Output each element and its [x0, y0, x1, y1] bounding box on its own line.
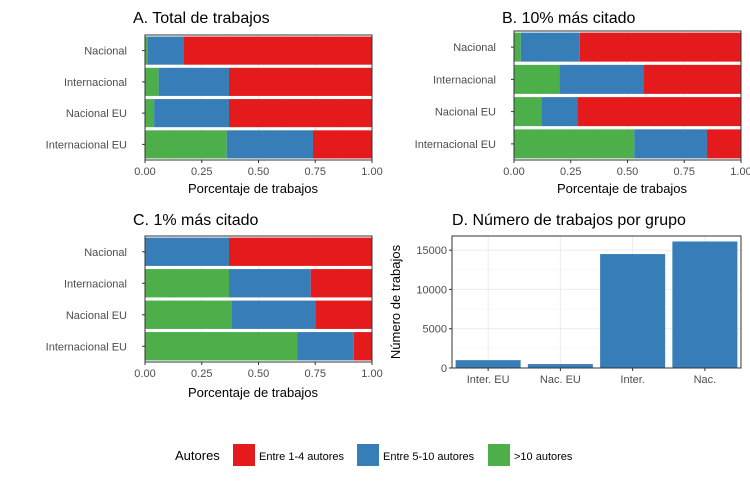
panel-c-bar — [145, 269, 229, 298]
panel-b-bar — [514, 129, 635, 159]
panel-c-x-tick-label: 0.75 — [305, 368, 326, 380]
panel-b-bar — [520, 32, 580, 62]
panel-d-bar — [600, 254, 666, 368]
panel-a-y-tick-label: Nacional — [84, 46, 127, 58]
panel-a-bar — [228, 67, 372, 96]
panel-c-bar — [297, 332, 354, 361]
panel-a-bar — [312, 130, 372, 159]
panel-c-bar — [145, 237, 229, 266]
panel-a-x-tick-label: 0.50 — [248, 166, 269, 178]
panel-a-bar — [145, 67, 159, 96]
panel-a-bar — [145, 99, 155, 128]
panel-c-y-tick-label: Internacional EU — [46, 341, 127, 353]
panel-c-y-tick-label: Nacional EU — [66, 310, 127, 322]
panel-b-bar — [643, 64, 741, 94]
panel-b-bar — [514, 97, 542, 127]
panel-a-y-tick-label: Nacional EU — [66, 108, 127, 120]
panel-d-y-tick-label: 0 — [441, 363, 447, 375]
panel-c-bar — [353, 332, 372, 361]
panel-b-y-tick-label: Internacional EU — [415, 139, 496, 151]
legend-swatch — [488, 444, 510, 466]
legend-swatch — [233, 444, 255, 466]
panel-d-bar — [672, 241, 738, 368]
panel-c-x-tick-label: 0.50 — [248, 368, 269, 380]
panel-d-x-tick-label: Nac. — [694, 374, 717, 386]
panel-d-border — [451, 235, 742, 369]
panel-b-x-tick-label: 0.25 — [560, 166, 581, 178]
panel-a-bar — [147, 36, 184, 65]
panel-c-x-tick-label: 1.00 — [361, 368, 382, 380]
panel-c-x-tick-label: 0.00 — [134, 368, 155, 380]
legend-title: Autores — [175, 448, 220, 463]
panel-d-bar — [527, 364, 593, 368]
panel-a-bar — [158, 67, 229, 96]
panel-b-bar — [579, 32, 741, 62]
legend-swatch — [357, 444, 379, 466]
panel-a-y-tick-label: Internacional EU — [46, 139, 127, 151]
panel-b-bar — [541, 97, 578, 127]
panel-c-bar — [145, 300, 232, 329]
panel-c-bar — [145, 332, 298, 361]
panel-a-title: A. Total de trabajos — [133, 10, 270, 27]
panel-b-x-tick-label: 1.00 — [730, 166, 750, 178]
panel-b-y-tick-label: Internacional — [433, 74, 496, 86]
panel-b-bar — [634, 129, 707, 159]
panel-d-x-tick-label: Inter. — [620, 374, 644, 386]
panel-b-x-axis-label: Porcentaje de trabajos — [557, 181, 688, 196]
panel-a-bar — [228, 99, 372, 128]
panel-a-x-tick-label: 0.00 — [134, 166, 155, 178]
panel-a-bar — [145, 130, 227, 159]
panel-b-y-tick-label: Nacional EU — [435, 107, 496, 119]
panel-d-title: D. Número de trabajos por grupo — [452, 212, 686, 229]
panel-c-x-tick-label: 0.25 — [191, 368, 212, 380]
panel-d-x-tick-label: Inter. EU — [467, 374, 510, 386]
panel-b-x-tick-label: 0.75 — [674, 166, 695, 178]
panel-c-y-tick-label: Internacional — [64, 278, 127, 290]
panel-a-x-axis-label: Porcentaje de trabajos — [188, 181, 319, 196]
panel-a-bar — [226, 130, 313, 159]
panel-a-y-tick-label: Internacional — [64, 77, 127, 89]
panel-c-title: C. 1% más citado — [133, 212, 258, 229]
panel-b-x-tick-label: 0.00 — [503, 166, 524, 178]
panel-c-y-tick-label: Nacional — [84, 247, 127, 259]
panel-c-bar — [228, 237, 372, 266]
panel-b-bar — [706, 129, 741, 159]
panel-c-bar — [310, 269, 372, 298]
legend-label: Entre 1-4 autores — [259, 451, 344, 463]
panel-a-bar — [154, 99, 229, 128]
panel-a-x-tick-label: 1.00 — [361, 166, 382, 178]
panel-d-y-axis-label: Número de trabajos — [388, 244, 403, 359]
panel-b-bar — [514, 32, 521, 62]
panel-c-bar — [228, 269, 311, 298]
panel-b-bar — [514, 64, 560, 94]
panel-c-x-axis-label: Porcentaje de trabajos — [188, 385, 319, 400]
panel-b-title: B. 10% más citado — [502, 10, 636, 27]
panel-c-bar — [231, 300, 316, 329]
panel-d-bar — [455, 360, 521, 368]
panel-d-y-tick-label: 5000 — [423, 324, 447, 336]
panel-a-x-tick-label: 0.25 — [191, 166, 212, 178]
legend-label: Entre 5-10 autores — [383, 451, 475, 463]
panel-a-x-tick-label: 0.75 — [305, 166, 326, 178]
panel-b-x-tick-label: 0.50 — [617, 166, 638, 178]
panel-b-bar — [559, 64, 644, 94]
panel-a-bar — [145, 36, 148, 65]
panel-d-y-tick-label: 15000 — [416, 245, 447, 257]
legend-label: >10 autores — [514, 451, 573, 463]
panel-d-x-tick-label: Nac. EU — [540, 374, 581, 386]
panel-d-y-tick-label: 10000 — [416, 284, 447, 296]
panel-c-bar — [315, 300, 372, 329]
panel-a-bar — [183, 36, 372, 65]
panel-b-bar — [577, 97, 741, 127]
panel-b-y-tick-label: Nacional — [453, 42, 496, 54]
